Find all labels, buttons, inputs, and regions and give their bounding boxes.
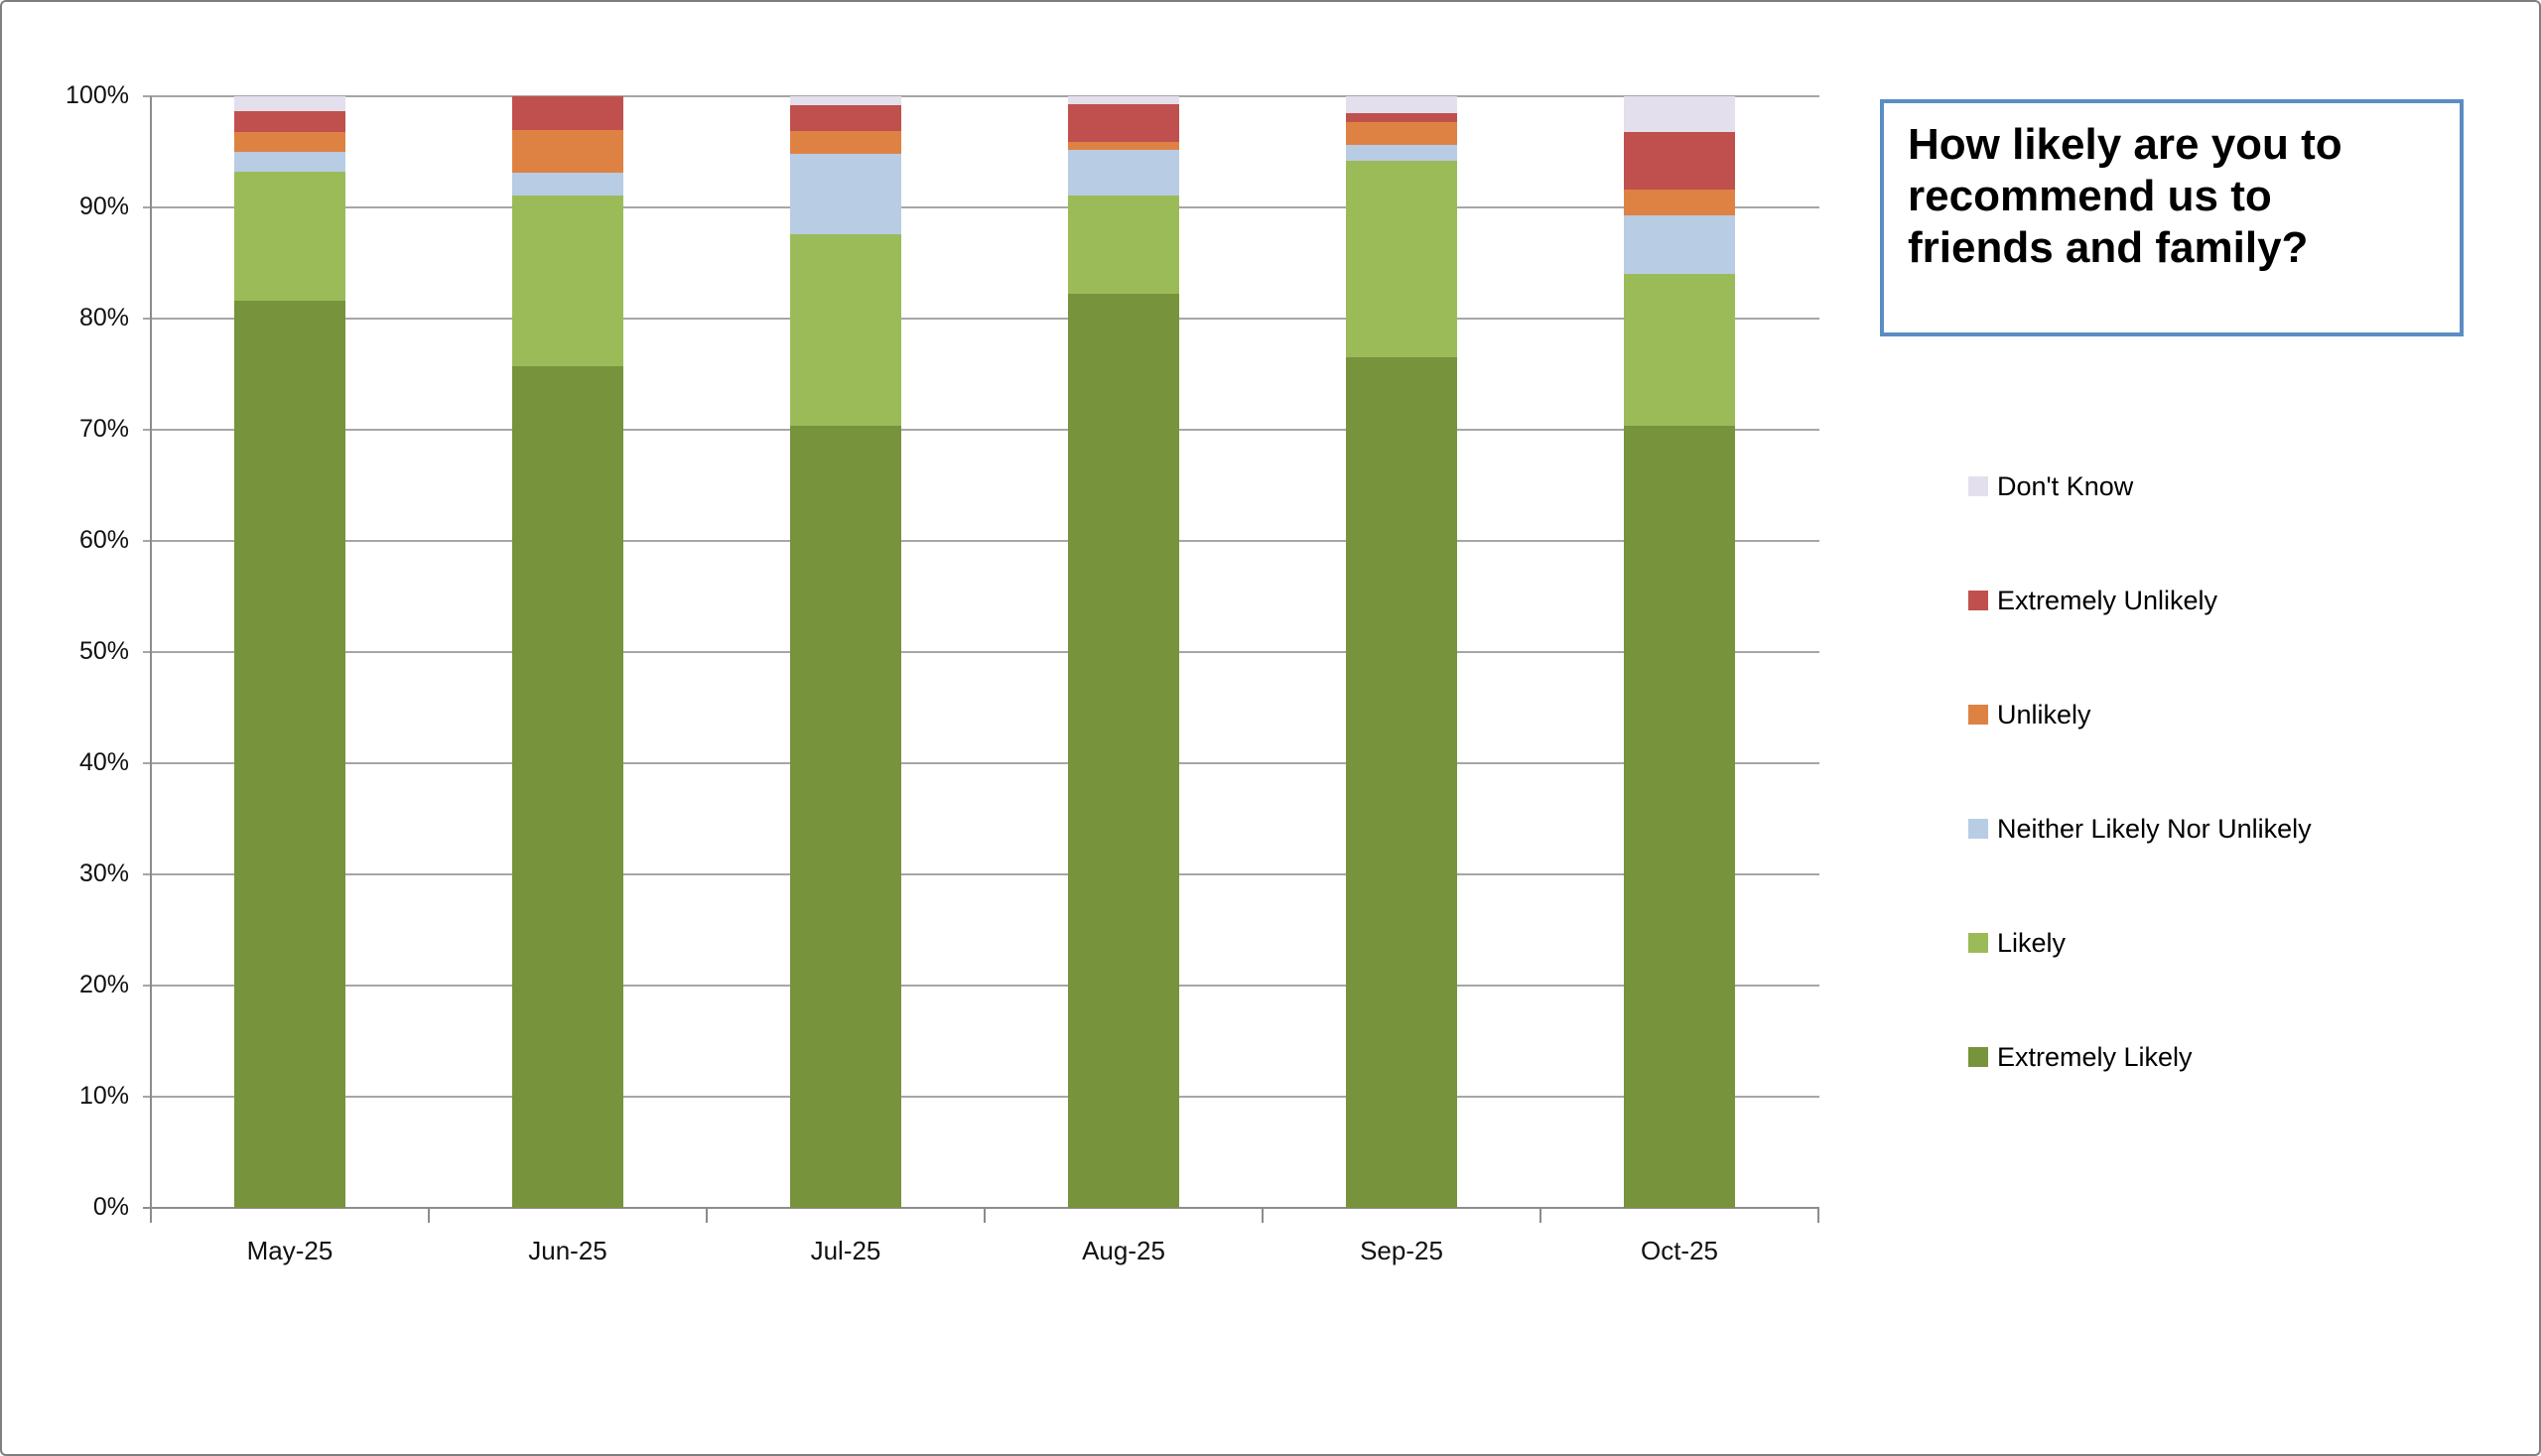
x-axis-tick: [1262, 1208, 1264, 1223]
bar-segment-May-25-extremely-unlikely: [234, 110, 345, 132]
gridline-100%: [143, 95, 1819, 97]
bar-segment-Jun-25-likely: [512, 195, 623, 367]
bar-segment-Aug-25-neither-likely-nor-unlikely: [1068, 149, 1179, 196]
legend-swatch: [1968, 591, 1988, 610]
legend-swatch: [1968, 705, 1988, 725]
x-axis-tick: [428, 1208, 430, 1223]
bar-segment-Aug-25-likely: [1068, 195, 1179, 295]
legend-label: Don't Know: [1997, 470, 2134, 501]
bar-segment-Jul-25-likely: [790, 233, 901, 426]
bar-segment-May-25-likely: [234, 172, 345, 302]
bar-segment-Jun-25-extremely-unlikely: [512, 96, 623, 130]
gridline-50%: [143, 651, 1819, 653]
bar-segment-Sep-25-likely: [1346, 160, 1457, 358]
bar-segment-Sep-25-don-t-know: [1346, 96, 1457, 113]
y-axis-tick-label: 60%: [78, 526, 129, 554]
legend-swatch: [1968, 476, 1988, 496]
legend-item-neither-likely-nor-unlikely: Neither Likely Nor Unlikely: [1968, 814, 2312, 844]
x-axis-category-label: May-25: [246, 1236, 334, 1265]
y-axis-tick-label: 50%: [78, 637, 129, 665]
y-axis-tick-label: 10%: [78, 1082, 129, 1110]
legend-label: Neither Likely Nor Unlikely: [1997, 813, 2312, 844]
bar-segment-Jul-25-extremely-unlikely: [790, 104, 901, 131]
x-axis-tick: [706, 1208, 708, 1223]
legend-swatch: [1968, 933, 1988, 953]
bar-segment-Jun-25-extremely-likely: [512, 366, 623, 1208]
legend-swatch: [1968, 819, 1988, 839]
gridline-90%: [143, 206, 1819, 208]
x-axis-category-label: Aug-25: [1082, 1236, 1165, 1265]
x-axis-tick: [984, 1208, 986, 1223]
legend-label: Unlikely: [1997, 699, 2091, 729]
legend-item-extremely-likely: Extremely Likely: [1968, 1042, 2193, 1072]
x-axis-tick: [1539, 1208, 1541, 1223]
bar-segment-Oct-25-neither-likely-nor-unlikely: [1624, 214, 1735, 275]
gridline-30%: [143, 873, 1819, 875]
y-axis-tick-label: 30%: [78, 860, 129, 887]
bar-segment-Oct-25-likely: [1624, 274, 1735, 426]
bar-segment-Oct-25-don-t-know: [1624, 96, 1735, 132]
bar-segment-May-25-unlikely: [234, 131, 345, 152]
legend-item-likely: Likely: [1968, 928, 2066, 958]
x-axis-tick: [150, 1208, 152, 1223]
y-axis-tick-label: 70%: [78, 415, 129, 443]
bar-segment-May-25-don-t-know: [234, 96, 345, 111]
bar-segment-Jul-25-unlikely: [790, 130, 901, 155]
legend-item-unlikely: Unlikely: [1968, 700, 2091, 729]
bar-segment-Jul-25-extremely-likely: [790, 425, 901, 1208]
gridline-40%: [143, 762, 1819, 764]
bar-segment-Oct-25-extremely-unlikely: [1624, 131, 1735, 191]
y-axis-tick-label: 100%: [66, 81, 129, 109]
legend-swatch: [1968, 1047, 1988, 1067]
legend-label: Extremely Unlikely: [1997, 585, 2218, 615]
bar-segment-Jun-25-neither-likely-nor-unlikely: [512, 173, 623, 196]
bar-segment-Aug-25-unlikely: [1068, 141, 1179, 150]
gridline-80%: [143, 318, 1819, 320]
bar-segment-Jun-25-unlikely: [512, 129, 623, 174]
x-axis-category-label: Jul-25: [810, 1236, 881, 1265]
y-axis-tick-label: 90%: [78, 193, 129, 220]
bar-segment-May-25-neither-likely-nor-unlikely: [234, 152, 345, 173]
legend-label: Extremely Likely: [1997, 1041, 2193, 1072]
y-axis-tick-label: 40%: [78, 748, 129, 776]
bar-segment-Aug-25-extremely-unlikely: [1068, 103, 1179, 142]
gridline-60%: [143, 540, 1819, 542]
bar-segment-Sep-25-extremely-likely: [1346, 357, 1457, 1208]
x-axis-category-label: Sep-25: [1360, 1236, 1443, 1265]
x-axis-category-label: Jun-25: [528, 1236, 607, 1265]
y-axis-tick-label: 0%: [92, 1193, 129, 1221]
x-axis-tick: [1817, 1208, 1819, 1223]
bar-segment-Sep-25-neither-likely-nor-unlikely: [1346, 145, 1457, 161]
bar-segment-Sep-25-unlikely: [1346, 121, 1457, 146]
x-axis-line: [143, 1207, 1819, 1209]
bar-segment-Jul-25-don-t-know: [790, 96, 901, 105]
bar-segment-Aug-25-extremely-likely: [1068, 294, 1179, 1208]
gridline-20%: [143, 985, 1819, 987]
bar-segment-Jul-25-neither-likely-nor-unlikely: [790, 154, 901, 234]
y-axis-tick-label: 80%: [78, 304, 129, 331]
chart-title-box: How likely are you to recommend us to fr…: [1880, 99, 2464, 336]
y-axis-tick-label: 20%: [78, 971, 129, 998]
x-axis-category-label: Oct-25: [1640, 1236, 1719, 1265]
legend-item-don-t-know: Don't Know: [1968, 471, 2133, 501]
gridline-10%: [143, 1096, 1819, 1098]
bar-segment-Oct-25-unlikely: [1624, 190, 1735, 215]
legend-label: Likely: [1997, 927, 2067, 958]
gridline-70%: [143, 429, 1819, 431]
bar-segment-Oct-25-extremely-likely: [1624, 425, 1735, 1208]
chart-title: How likely are you to recommend us to fr…: [1908, 120, 2342, 272]
legend-item-extremely-unlikely: Extremely Unlikely: [1968, 586, 2217, 615]
bar-segment-Aug-25-don-t-know: [1068, 96, 1179, 104]
bar-segment-Sep-25-extremely-unlikely: [1346, 112, 1457, 122]
y-axis-line: [150, 96, 152, 1208]
bar-segment-May-25-extremely-likely: [234, 301, 345, 1208]
